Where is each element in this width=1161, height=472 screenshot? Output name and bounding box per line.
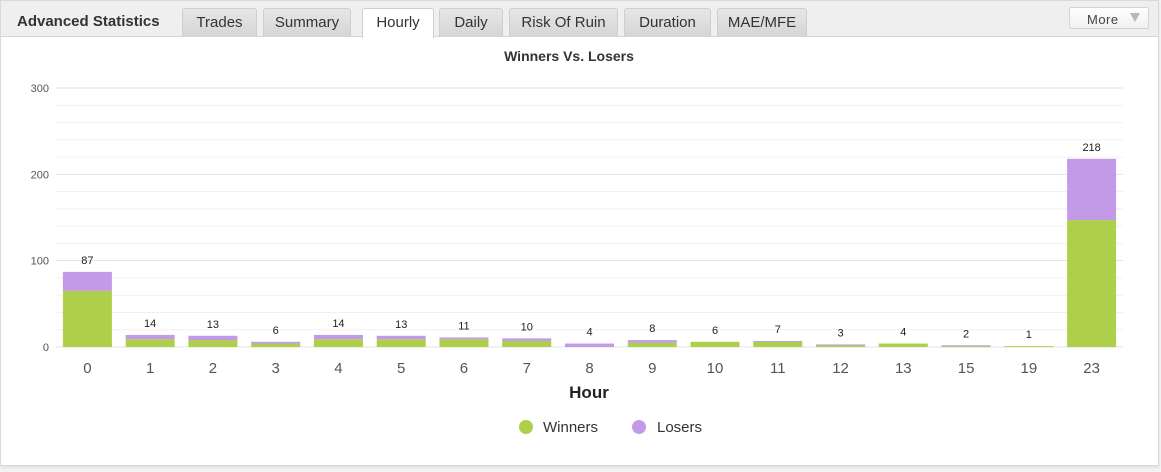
tab-trades[interactable]: Trades <box>182 8 257 37</box>
chart-title: Winners Vs. Losers <box>504 48 634 64</box>
bar-winners-13[interactable] <box>878 343 928 347</box>
bar-losers-7[interactable] <box>502 338 552 341</box>
x-tick-label: 15 <box>958 360 975 377</box>
x-tick-label: 19 <box>1021 360 1038 377</box>
x-tick-label: 0 <box>83 360 91 377</box>
bar-total-label: 4 <box>586 327 592 339</box>
bar-total-label: 10 <box>521 321 533 333</box>
x-tick-label: 9 <box>648 360 656 377</box>
bar-losers-12[interactable] <box>816 344 866 346</box>
bar-winners-6[interactable] <box>439 339 489 347</box>
bar-total-label: 3 <box>837 327 843 339</box>
bar-total-label: 2 <box>963 328 969 340</box>
x-tick-label: 10 <box>707 360 724 377</box>
bar-total-label: 218 <box>1082 142 1100 154</box>
tab-summary[interactable]: Summary <box>263 8 351 37</box>
chevron-down-icon <box>1130 13 1140 22</box>
bar-losers-6[interactable] <box>439 337 489 340</box>
bar-losers-4[interactable] <box>313 334 363 340</box>
x-axis-title: Hour <box>569 383 609 402</box>
bar-losers-9[interactable] <box>627 340 677 343</box>
bar-winners-9[interactable] <box>627 342 677 347</box>
legend-marker <box>632 420 646 434</box>
legend-label: Losers <box>657 419 702 436</box>
bar-total-label: 11 <box>458 321 469 333</box>
bar-total-label: 8 <box>649 323 655 335</box>
bar-losers-1[interactable] <box>125 334 175 340</box>
bar-total-label: 87 <box>81 255 93 267</box>
tab-risk-of-ruin[interactable]: Risk Of Ruin <box>509 8 618 37</box>
tab-hourly[interactable]: Hourly <box>362 8 434 38</box>
x-tick-label: 4 <box>334 360 342 377</box>
bar-losers-15[interactable] <box>941 345 991 347</box>
bar-winners-10[interactable] <box>690 341 740 347</box>
bar-total-label: 14 <box>144 318 156 330</box>
bar-winners-2[interactable] <box>188 340 238 347</box>
panel-title: Advanced Statistics <box>17 13 160 30</box>
bar-winners-23[interactable] <box>1067 220 1117 347</box>
x-tick-label: 8 <box>585 360 593 377</box>
legend-item-winners[interactable]: Winners <box>519 419 598 436</box>
y-tick-label: 0 <box>43 342 49 354</box>
y-tick-label: 200 <box>31 169 49 181</box>
bar-losers-2[interactable] <box>188 335 238 341</box>
bar-losers-3[interactable] <box>251 341 301 344</box>
more-dropdown[interactable]: More <box>1069 7 1149 29</box>
tab-mae-mfe[interactable]: MAE/MFE <box>717 8 807 37</box>
legend-label: Winners <box>543 419 598 436</box>
y-tick-label: 100 <box>31 256 49 268</box>
bar-losers-23[interactable] <box>1067 158 1117 221</box>
bar-total-label: 1 <box>1026 329 1032 341</box>
x-tick-label: 3 <box>272 360 280 377</box>
x-tick-label: 6 <box>460 360 468 377</box>
bar-winners-0[interactable] <box>62 290 112 347</box>
x-tick-label: 1 <box>146 360 154 377</box>
x-tick-label: 12 <box>832 360 849 377</box>
bar-losers-5[interactable] <box>376 335 426 340</box>
bar-total-label: 4 <box>900 327 906 339</box>
x-tick-label: 13 <box>895 360 912 377</box>
y-tick-label: 300 <box>31 83 49 95</box>
bar-total-label: 7 <box>775 324 781 336</box>
bar-winners-19[interactable] <box>1004 346 1054 348</box>
bar-losers-0[interactable] <box>62 271 112 291</box>
bar-winners-7[interactable] <box>502 340 552 347</box>
bar-winners-4[interactable] <box>313 339 363 347</box>
bar-winners-1[interactable] <box>125 339 175 347</box>
x-tick-label: 11 <box>770 360 786 377</box>
bar-total-label: 14 <box>332 318 344 330</box>
bar-winners-3[interactable] <box>251 343 301 347</box>
bar-total-label: 13 <box>395 319 407 331</box>
more-label: More <box>1087 12 1119 27</box>
bar-losers-11[interactable] <box>753 340 803 342</box>
x-tick-label: 2 <box>209 360 217 377</box>
bar-losers-8[interactable] <box>565 343 614 347</box>
tab-duration[interactable]: Duration <box>624 8 711 37</box>
bar-total-label: 6 <box>712 325 718 337</box>
legend-marker <box>519 420 533 434</box>
bar-winners-15[interactable] <box>941 346 991 348</box>
x-tick-label: 23 <box>1083 360 1100 377</box>
x-tick-label: 7 <box>523 360 531 377</box>
bar-winners-11[interactable] <box>753 341 803 347</box>
bar-total-label: 13 <box>207 319 219 331</box>
bar-winners-12[interactable] <box>816 345 866 347</box>
bar-total-label: 6 <box>273 325 279 337</box>
panel-header: Advanced Statistics Trades Summary Hourly D… <box>1 1 1158 38</box>
legend-item-losers[interactable]: Losers <box>632 419 702 436</box>
tab-daily[interactable]: Daily <box>439 8 503 37</box>
x-tick-label: 5 <box>397 360 405 377</box>
bar-winners-5[interactable] <box>376 339 426 347</box>
